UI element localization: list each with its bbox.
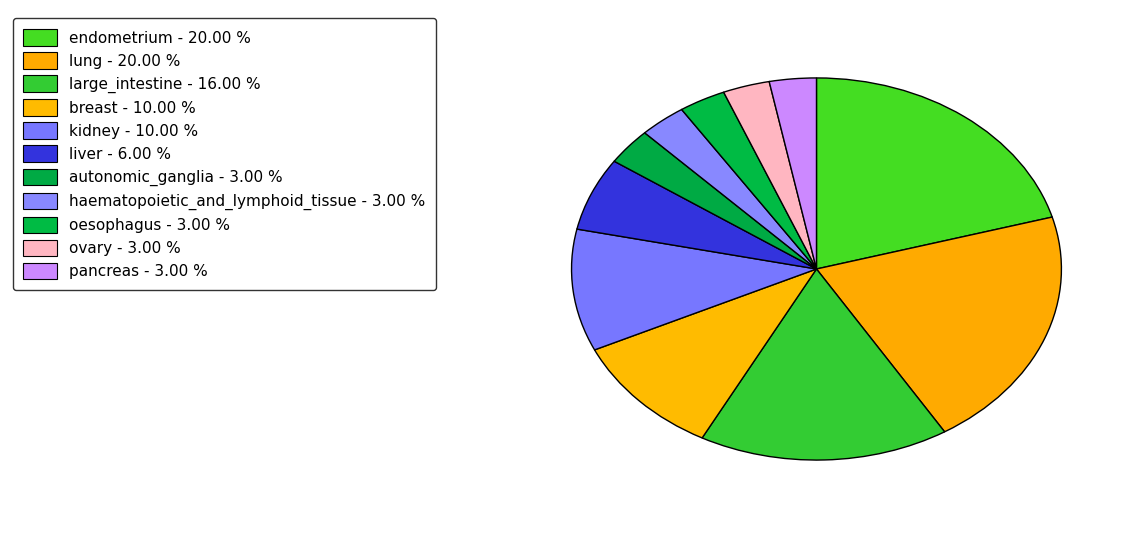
Wedge shape [615, 133, 816, 269]
Wedge shape [816, 217, 1061, 432]
Wedge shape [594, 269, 816, 438]
Wedge shape [572, 229, 816, 350]
Wedge shape [769, 78, 816, 269]
Wedge shape [723, 82, 816, 269]
Wedge shape [682, 92, 816, 269]
Wedge shape [702, 269, 945, 460]
Wedge shape [816, 78, 1052, 269]
Wedge shape [577, 161, 816, 269]
Wedge shape [645, 110, 816, 269]
Legend: endometrium - 20.00 %, lung - 20.00 %, large_intestine - 16.00 %, breast - 10.00: endometrium - 20.00 %, lung - 20.00 %, l… [12, 18, 437, 290]
